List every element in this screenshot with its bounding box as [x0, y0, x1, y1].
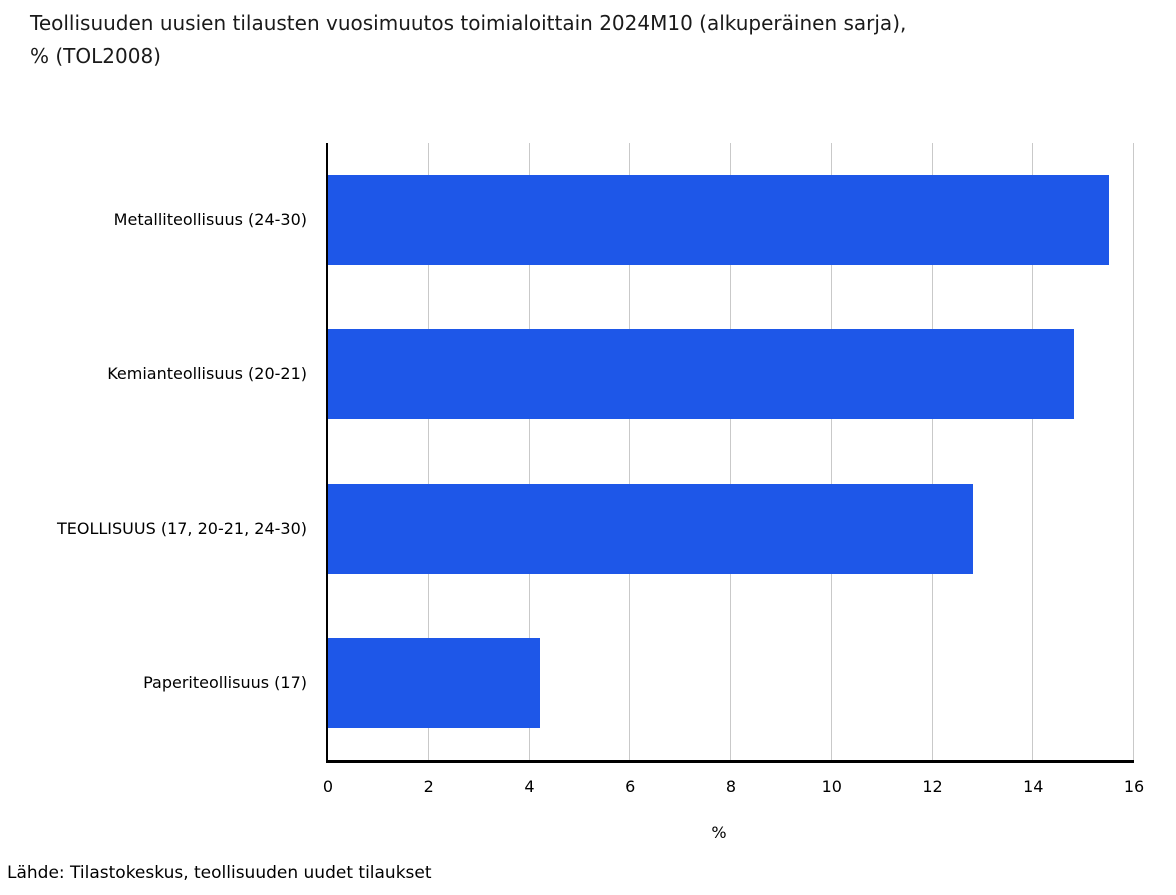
gridline-x-8 [730, 143, 731, 760]
chart-title-line-1: Teollisuuden uusien tilausten vuosimuuto… [30, 11, 907, 35]
source-note: Lähde: Tilastokeskus, teollisuuden uudet… [7, 863, 432, 883]
gridline-x-12 [931, 143, 933, 760]
category-label: Metalliteollisuus (24-30) [113, 210, 307, 230]
x-tick-label: 14 [1023, 777, 1044, 796]
y-axis-line [326, 143, 328, 763]
gridline-x-10 [830, 143, 832, 760]
bar-1 [328, 175, 1109, 266]
x-tick-label: 8 [725, 777, 737, 796]
x-axis-line [326, 760, 1134, 763]
gridline-x-6 [629, 143, 631, 760]
x-tick-label: 0 [322, 777, 334, 796]
category-label: Paperiteollisuus (17) [143, 672, 307, 692]
bar-3 [328, 483, 973, 574]
x-axis-label: % [711, 823, 727, 842]
category-label: TEOLLISUUS (17, 20-21, 24-30) [56, 518, 307, 538]
category-label: Kemianteollisuus (20-21) [107, 364, 307, 384]
gridline-x-16 [1133, 143, 1134, 760]
x-tick-label: 4 [524, 777, 535, 796]
bar-2 [328, 329, 1074, 420]
x-tick-label: 6 [625, 777, 636, 796]
bar-4 [328, 637, 540, 728]
gridline-x-2 [427, 143, 429, 760]
chart-title-line-2: % (TOL2008) [30, 44, 161, 68]
x-tick-label: 10 [821, 777, 842, 796]
plot-area: 0 2 4 6 8 10 12 14 16 Metalliteollisuus (24-30) Ke… [57, 143, 1144, 796]
gridline-x-4 [528, 143, 530, 760]
x-tick-label: 16 [1123, 777, 1145, 796]
x-tick-label: 12 [922, 777, 943, 796]
chart-title: Teollisuuden uusien tilausten vuosimuuto… [30, 7, 1150, 73]
x-tick-label: 2 [423, 777, 434, 796]
gridline-x-14 [1032, 143, 1034, 760]
